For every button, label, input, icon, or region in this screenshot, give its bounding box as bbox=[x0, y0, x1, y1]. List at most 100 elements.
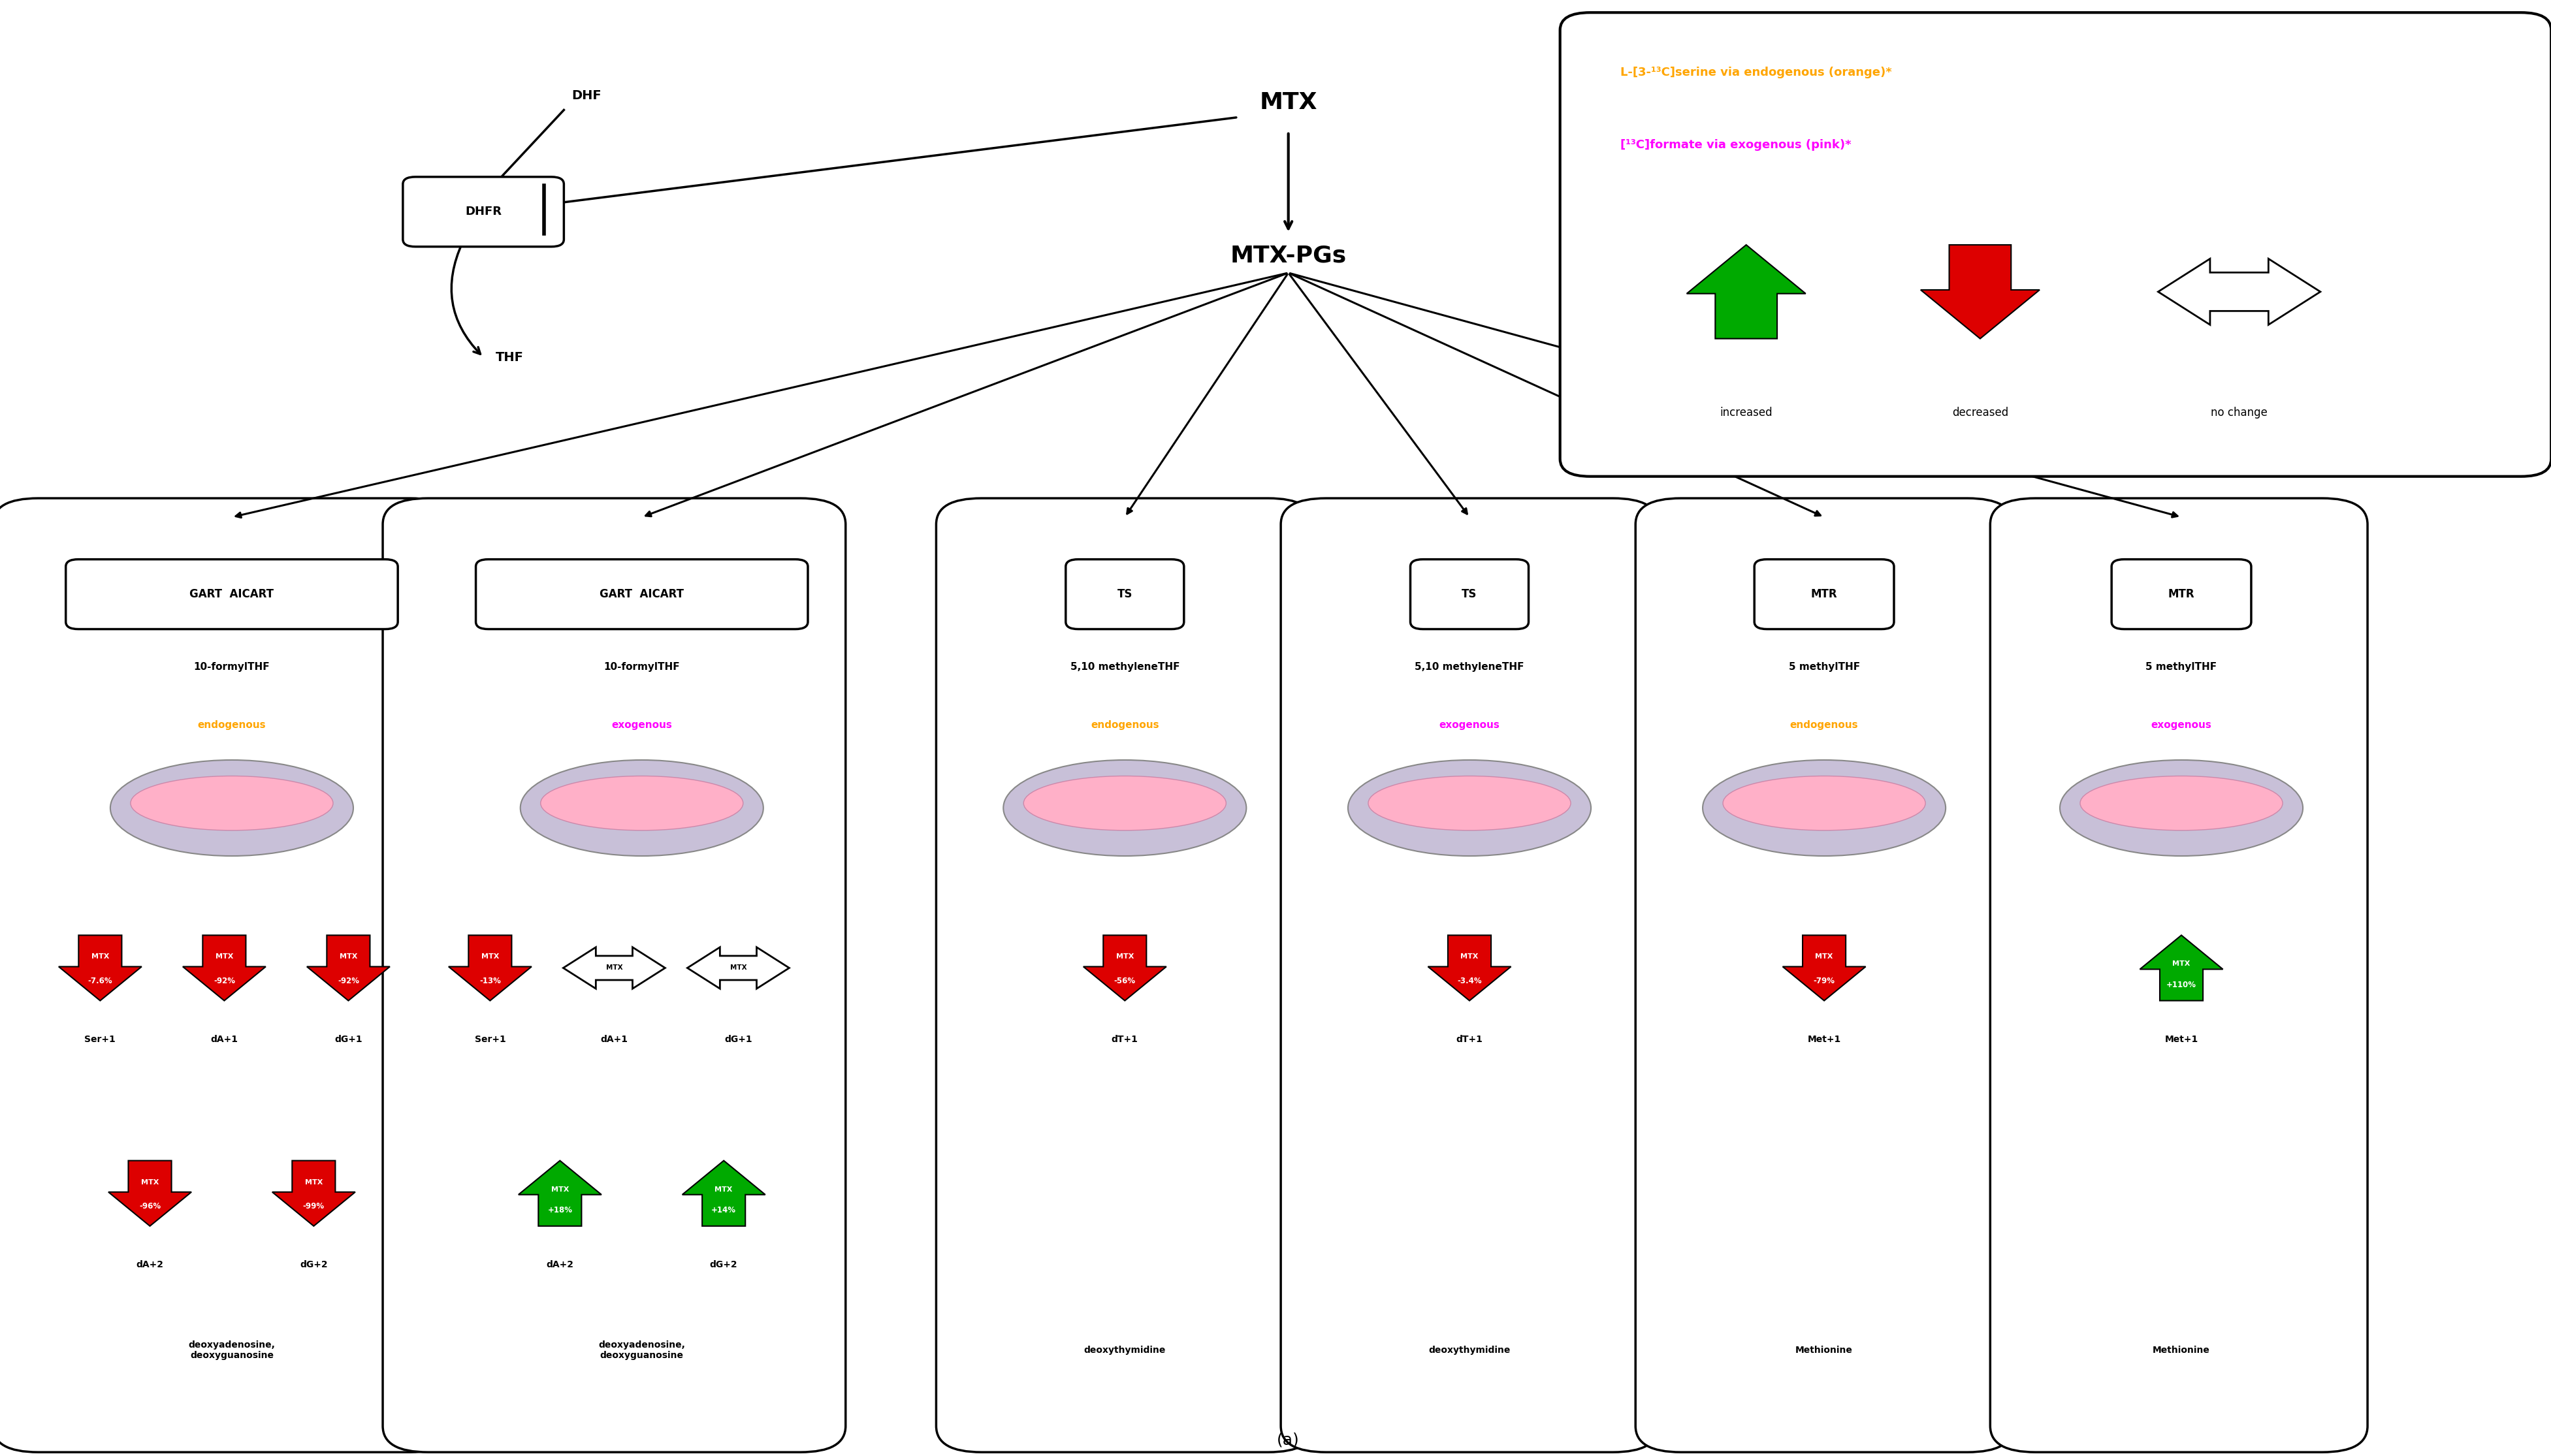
Ellipse shape bbox=[1003, 760, 1247, 856]
Polygon shape bbox=[681, 1160, 765, 1226]
Polygon shape bbox=[107, 1160, 191, 1226]
Text: +14%: +14% bbox=[712, 1206, 737, 1214]
Ellipse shape bbox=[2059, 760, 2304, 856]
Text: (a): (a) bbox=[1278, 1433, 1298, 1447]
Polygon shape bbox=[1783, 935, 1865, 1000]
Text: dA+2: dA+2 bbox=[135, 1261, 163, 1270]
Text: 10-formylTHF: 10-formylTHF bbox=[194, 662, 270, 671]
Text: MTR: MTR bbox=[2168, 588, 2194, 600]
Text: Methionine: Methionine bbox=[1796, 1345, 1852, 1356]
Text: 5,10 methyleneTHF: 5,10 methyleneTHF bbox=[1416, 662, 1523, 671]
Text: deoxythymidine: deoxythymidine bbox=[1429, 1345, 1510, 1356]
Text: Ser+1: Ser+1 bbox=[84, 1035, 115, 1044]
Text: -7.6%: -7.6% bbox=[87, 977, 112, 986]
Text: no change: no change bbox=[2212, 406, 2268, 418]
Text: -99%: -99% bbox=[304, 1203, 324, 1211]
Ellipse shape bbox=[130, 776, 334, 830]
Text: DHFR: DHFR bbox=[464, 205, 503, 217]
Text: +110%: +110% bbox=[2166, 981, 2196, 989]
FancyBboxPatch shape bbox=[1066, 559, 1184, 629]
Text: GART  AICART: GART AICART bbox=[599, 588, 684, 600]
Polygon shape bbox=[184, 935, 265, 1000]
Text: -13%: -13% bbox=[480, 977, 500, 986]
FancyBboxPatch shape bbox=[936, 498, 1314, 1452]
Text: endogenous: endogenous bbox=[1791, 721, 1857, 729]
Text: -96%: -96% bbox=[140, 1203, 161, 1211]
Text: Met+1: Met+1 bbox=[2166, 1035, 2199, 1044]
Ellipse shape bbox=[2079, 776, 2283, 830]
FancyBboxPatch shape bbox=[1990, 498, 2367, 1452]
Text: MTX: MTX bbox=[1462, 954, 1480, 960]
Text: endogenous: endogenous bbox=[196, 721, 265, 729]
Text: -92%: -92% bbox=[214, 977, 235, 986]
Text: MTX: MTX bbox=[482, 954, 500, 960]
Text: MTX: MTX bbox=[214, 954, 232, 960]
Polygon shape bbox=[1429, 935, 1510, 1000]
Text: endogenous: endogenous bbox=[1092, 721, 1158, 729]
Text: MTX: MTX bbox=[140, 1179, 158, 1185]
Polygon shape bbox=[518, 1160, 602, 1226]
Text: exogenous: exogenous bbox=[2150, 721, 2212, 729]
Text: MTX: MTX bbox=[304, 1179, 321, 1185]
Text: MTR: MTR bbox=[1811, 588, 1837, 600]
Ellipse shape bbox=[541, 776, 742, 830]
Text: MTX: MTX bbox=[1260, 92, 1316, 114]
Text: dA+1: dA+1 bbox=[212, 1035, 237, 1044]
Text: MTX: MTX bbox=[339, 954, 357, 960]
Ellipse shape bbox=[520, 760, 763, 856]
Text: 10-formylTHF: 10-formylTHF bbox=[605, 662, 681, 671]
Text: DHF: DHF bbox=[571, 89, 602, 102]
Polygon shape bbox=[564, 948, 666, 989]
Text: GART  AICART: GART AICART bbox=[189, 588, 273, 600]
Text: MTX: MTX bbox=[605, 965, 622, 971]
FancyBboxPatch shape bbox=[1281, 498, 1658, 1452]
Text: dG+1: dG+1 bbox=[724, 1035, 753, 1044]
Text: -56%: -56% bbox=[1115, 977, 1135, 986]
FancyBboxPatch shape bbox=[1635, 498, 2013, 1452]
Text: L-[3-¹³C]serine via endogenous (orange)*: L-[3-¹³C]serine via endogenous (orange)* bbox=[1620, 67, 1893, 79]
Text: -3.4%: -3.4% bbox=[1457, 977, 1482, 986]
Text: -79%: -79% bbox=[1814, 977, 1834, 986]
FancyBboxPatch shape bbox=[66, 559, 398, 629]
Text: MTX-PGs: MTX-PGs bbox=[1230, 245, 1347, 266]
Ellipse shape bbox=[1023, 776, 1227, 830]
Text: dT+1: dT+1 bbox=[1457, 1035, 1482, 1044]
Ellipse shape bbox=[1367, 776, 1571, 830]
Text: [¹³C]formate via exogenous (pink)*: [¹³C]formate via exogenous (pink)* bbox=[1620, 140, 1852, 151]
Text: Ser+1: Ser+1 bbox=[474, 1035, 505, 1044]
Text: deoxyadenosine,
deoxyguanosine: deoxyadenosine, deoxyguanosine bbox=[189, 1341, 276, 1360]
Text: -92%: -92% bbox=[337, 977, 360, 986]
Polygon shape bbox=[2140, 935, 2222, 1000]
Text: TS: TS bbox=[1117, 588, 1133, 600]
Text: +18%: +18% bbox=[548, 1206, 571, 1214]
Polygon shape bbox=[2158, 259, 2321, 325]
Text: dG+2: dG+2 bbox=[301, 1261, 327, 1270]
Text: THF: THF bbox=[495, 351, 523, 364]
Text: dG+2: dG+2 bbox=[709, 1261, 737, 1270]
FancyBboxPatch shape bbox=[2112, 559, 2250, 629]
Polygon shape bbox=[306, 935, 390, 1000]
Ellipse shape bbox=[110, 760, 352, 856]
Text: 5 methylTHF: 5 methylTHF bbox=[1788, 662, 1860, 671]
FancyBboxPatch shape bbox=[403, 176, 564, 246]
Polygon shape bbox=[449, 935, 531, 1000]
Text: 5,10 methyleneTHF: 5,10 methyleneTHF bbox=[1069, 662, 1179, 671]
Text: exogenous: exogenous bbox=[612, 721, 671, 729]
FancyBboxPatch shape bbox=[1755, 559, 1893, 629]
Ellipse shape bbox=[1347, 760, 1592, 856]
Text: Methionine: Methionine bbox=[2153, 1345, 2209, 1356]
Text: TS: TS bbox=[1462, 588, 1477, 600]
Text: deoxythymidine: deoxythymidine bbox=[1084, 1345, 1166, 1356]
Text: MTX: MTX bbox=[2173, 961, 2191, 967]
FancyBboxPatch shape bbox=[0, 498, 457, 1452]
Text: Met+1: Met+1 bbox=[1809, 1035, 1842, 1044]
Ellipse shape bbox=[1702, 760, 1946, 856]
FancyBboxPatch shape bbox=[477, 559, 809, 629]
Polygon shape bbox=[686, 948, 788, 989]
Text: dA+1: dA+1 bbox=[599, 1035, 628, 1044]
Text: MTX: MTX bbox=[730, 965, 747, 971]
FancyBboxPatch shape bbox=[1561, 13, 2551, 476]
Text: decreased: decreased bbox=[1952, 406, 2008, 418]
Text: MTX: MTX bbox=[551, 1187, 569, 1192]
FancyBboxPatch shape bbox=[383, 498, 844, 1452]
